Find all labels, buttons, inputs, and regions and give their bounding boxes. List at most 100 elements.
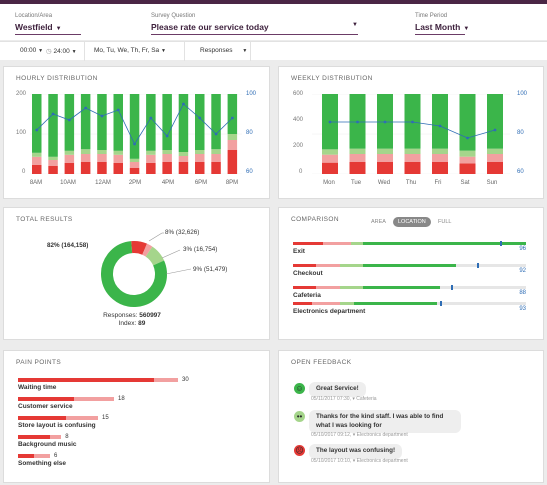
feedback-location: Cafeteria (356, 396, 377, 402)
pain-point-count: 30 (182, 377, 189, 383)
bar-segment (459, 94, 476, 151)
bar-segment (195, 94, 205, 150)
bar-segment (227, 140, 238, 150)
metric-select[interactable]: Responses ▼ (200, 47, 247, 54)
bar-segment (48, 156, 58, 160)
bar-segment (113, 162, 123, 174)
period-filter-label: Time Period (415, 13, 448, 19)
bar-segment (32, 156, 42, 165)
bar-segment (146, 150, 156, 155)
index-point (116, 108, 120, 112)
bar-segment (64, 162, 75, 174)
y-right-tick-label: 80 (246, 130, 253, 136)
panel-title: TOTAL RESULTS (16, 216, 73, 223)
question-filter-label: Survey Question (151, 13, 196, 19)
chevron-down-icon: ▼ (55, 26, 62, 32)
donut-label-red: 8% (32,626) (165, 229, 199, 236)
caret-down-icon: ▼ (71, 49, 77, 55)
comparison-label: Checkout (293, 270, 323, 277)
caret-down-icon: ▼ (242, 48, 248, 54)
location-filter[interactable]: Westfield ▼ (15, 22, 62, 32)
tab-full[interactable]: FULL (438, 219, 452, 225)
index-point (51, 112, 55, 116)
tab-area[interactable]: AREA (371, 219, 386, 225)
bar-segment (322, 162, 338, 174)
donut-slice (101, 241, 167, 307)
days-select[interactable]: Mo, Tu, We, Th, Fr, Sa ▼ (94, 47, 166, 54)
x-tick-label: Tue (350, 180, 362, 186)
x-tick-label: 6PM (194, 180, 208, 186)
feedback-bubble: The layout was confusing! (309, 444, 403, 459)
comparison-segment (323, 242, 352, 245)
pain-point-count: 15 (102, 415, 109, 421)
x-tick-label: Thu (405, 180, 417, 186)
bar-segment (97, 154, 107, 162)
caret-down-icon: ▼ (38, 48, 44, 54)
bar-segment (146, 162, 156, 174)
comparison-marker (500, 241, 503, 246)
index-point (100, 114, 104, 118)
bar-segment (487, 94, 503, 149)
index-point (149, 116, 153, 120)
index-value: 89 (138, 320, 146, 327)
bar-segment (80, 149, 91, 154)
y-right-tick-label: 60 (517, 169, 524, 175)
pain-point-count: 8 (65, 434, 69, 440)
bar-segment (178, 156, 189, 162)
location-pin-icon: ▾ (352, 432, 357, 438)
bar-segment (432, 148, 448, 154)
donut-label-lightgreen: 9% (51,479) (193, 266, 227, 273)
pain-point-label: Background music (18, 441, 77, 448)
end-time-select[interactable]: ◷ 24:00 ▼ (46, 47, 77, 55)
x-tick-label: Mon (323, 180, 335, 186)
comparison-segment (339, 286, 363, 289)
bar-segment (487, 154, 503, 162)
bar-segment (113, 94, 123, 151)
pain-point-bar (74, 397, 114, 401)
panel-title: COMPARISON (291, 216, 339, 223)
tab-location[interactable]: LOCATION (393, 217, 431, 227)
start-time-select[interactable]: 00:00 ▼ (20, 47, 43, 54)
comparison-segment (362, 286, 440, 289)
location-filter-value: Westfield (15, 22, 53, 32)
chevron-down-icon: ▼ (463, 26, 470, 32)
comparison-segment (339, 264, 363, 267)
bar-segment (48, 160, 58, 166)
pain-point-label: Customer service (18, 403, 73, 410)
bar-segment (227, 150, 238, 174)
pain-point-bar (18, 378, 154, 382)
comparison-panel: COMPARISON (278, 207, 544, 340)
comparison-segment (316, 286, 340, 289)
bar-segment (48, 166, 58, 174)
hourly-chart (30, 94, 242, 174)
feedback-bubble: Thanks for the kind staff. I was able to… (309, 410, 461, 433)
caret-down-icon: ▼ (160, 48, 166, 54)
pain-point-bar (18, 397, 74, 401)
index-point (493, 128, 497, 132)
divider (84, 42, 85, 61)
bar-segment (211, 162, 221, 174)
location-filter-underline (15, 34, 81, 35)
panel-title: OPEN FEEDBACK (291, 359, 352, 366)
comparison-label: Exit (293, 248, 305, 255)
panel-title: WEEKLY DISTRIBUTION (291, 75, 373, 82)
period-filter[interactable]: Last Month ▼ (415, 22, 469, 32)
total-results-panel: TOTAL RESULTS (3, 207, 270, 340)
panel-title: HOURLY DISTRIBUTION (16, 75, 98, 82)
question-filter[interactable]: Please rate our service today ▼ (151, 22, 358, 32)
x-tick-label: 8AM (29, 180, 43, 186)
metric-value: Responses (200, 47, 233, 54)
comparison-segment (316, 264, 340, 267)
bar-segment (459, 163, 476, 174)
y-tick-label: 100 (16, 130, 27, 136)
comparison-value: 92 (519, 268, 526, 274)
bar-segment (227, 94, 238, 134)
feedback-meta: 05/10/2017 09:12, ▾ Electronics departme… (311, 432, 408, 438)
sub-filter-bar: 00:00 ▼ ◷ 24:00 ▼ Mo, Tu, We, Th, Fr, Sa… (0, 41, 547, 61)
x-tick-label: Fri (434, 180, 442, 186)
comparison-value: 93 (519, 306, 526, 312)
donut-leader-lines (148, 232, 192, 275)
bar-segment (64, 154, 75, 163)
bar-segment (349, 162, 366, 174)
bar-segment (162, 162, 172, 174)
